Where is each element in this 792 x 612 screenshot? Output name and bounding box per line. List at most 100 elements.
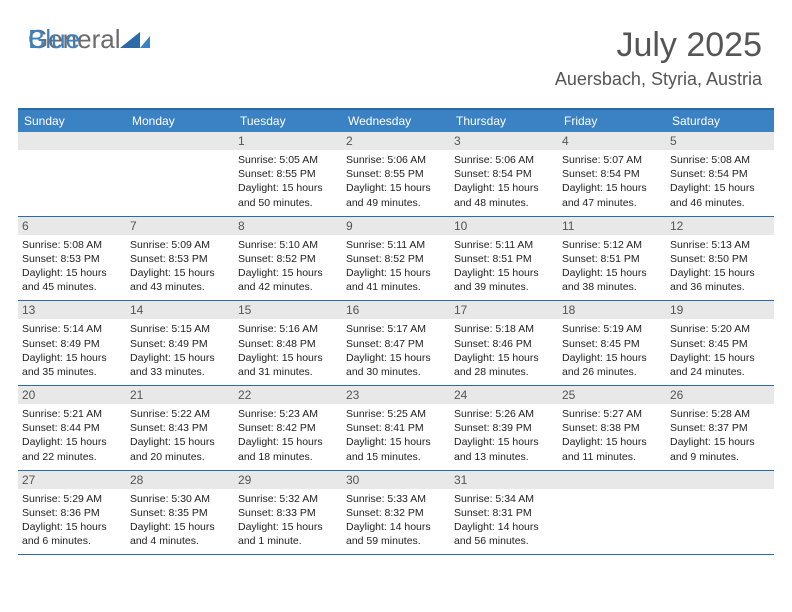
- sunrise-line: Sunrise: 5:28 AM: [670, 407, 770, 421]
- sunrise-line: Sunrise: 5:21 AM: [22, 407, 122, 421]
- sunrise-line: Sunrise: 5:14 AM: [22, 322, 122, 336]
- daylight-line: Daylight: 15 hours and 46 minutes.: [670, 181, 770, 209]
- daylight-line: Daylight: 15 hours and 6 minutes.: [22, 520, 122, 548]
- day-cell: 1Sunrise: 5:05 AMSunset: 8:55 PMDaylight…: [234, 132, 342, 216]
- day-cell: 26 Sunrise: 5:28 AMSunset: 8:37 PMDayligh…: [666, 386, 774, 470]
- day-cell: 4Sunrise: 5:07 AMSunset: 8:54 PMDaylight…: [558, 132, 666, 216]
- sunset-line: Sunset: 8:54 PM: [670, 167, 770, 181]
- sunrise-line: Sunrise: 5:33 AM: [346, 492, 446, 506]
- day-cell: 11Sunrise: 5:12 AMSunset: 8:51 PMDayligh…: [558, 217, 666, 301]
- day-body: Sunrise: 5:33 AMSunset: 8:32 PMDaylight:…: [346, 492, 446, 549]
- sunset-line: Sunset: 8:37 PM: [670, 421, 770, 435]
- daylight-line: Daylight: 15 hours and 50 minutes.: [238, 181, 338, 209]
- day-number: 4: [558, 132, 666, 150]
- day-number: 12: [666, 217, 774, 235]
- sunrise-line: Sunrise: 5:05 AM: [238, 153, 338, 167]
- day-cell: 20Sunrise: 5:21 AMSunset: 8:44 PMDayligh…: [18, 386, 126, 470]
- day-body: Sunrise: 5:12 AMSunset: 8:51 PMDaylight:…: [562, 238, 662, 295]
- sunrise-line: Sunrise: 5:08 AM: [670, 153, 770, 167]
- day-number: 19: [666, 301, 774, 319]
- day-number-empty: [666, 471, 774, 489]
- day-body: Sunrise: 5:23 AMSunset: 8:42 PMDaylight:…: [238, 407, 338, 464]
- daylight-line: Daylight: 15 hours and 1 minute.: [238, 520, 338, 548]
- day-body: Sunrise: 5:08 AMSunset: 8:53 PMDaylight:…: [22, 238, 122, 295]
- day-number-empty: [126, 132, 234, 150]
- day-cell: [126, 132, 234, 216]
- day-body: Sunrise: 5:09 AMSunset: 8:53 PMDaylight:…: [130, 238, 230, 295]
- sunset-line: Sunset: 8:38 PM: [562, 421, 662, 435]
- day-cell: 3Sunrise: 5:06 AMSunset: 8:54 PMDaylight…: [450, 132, 558, 216]
- day-number: 9: [342, 217, 450, 235]
- sunrise-line: Sunrise: 5:17 AM: [346, 322, 446, 336]
- daylight-line: Daylight: 15 hours and 11 minutes.: [562, 435, 662, 463]
- sunset-line: Sunset: 8:51 PM: [562, 252, 662, 266]
- day-body: Sunrise: 5:25 AMSunset: 8:41 PMDaylight:…: [346, 407, 446, 464]
- sunrise-line: Sunrise: 5:26 AM: [454, 407, 554, 421]
- sunrise-line: Sunrise: 5:11 AM: [454, 238, 554, 252]
- day-body: Sunrise: 5:22 AMSunset: 8:43 PMDaylight:…: [130, 407, 230, 464]
- day-number: 26: [666, 386, 774, 404]
- day-cell: 12Sunrise: 5:13 AMSunset: 8:50 PMDayligh…: [666, 217, 774, 301]
- daylight-line: Daylight: 15 hours and 30 minutes.: [346, 351, 446, 379]
- daylight-line: Daylight: 15 hours and 4 minutes.: [130, 520, 230, 548]
- daylight-line: Daylight: 15 hours and 28 minutes.: [454, 351, 554, 379]
- sunset-line: Sunset: 8:39 PM: [454, 421, 554, 435]
- day-number: 17: [450, 301, 558, 319]
- sunset-line: Sunset: 8:47 PM: [346, 337, 446, 351]
- daylight-line: Daylight: 15 hours and 9 minutes.: [670, 435, 770, 463]
- week-row: 27Sunrise: 5:29 AMSunset: 8:36 PMDayligh…: [18, 470, 774, 555]
- sunset-line: Sunset: 8:54 PM: [454, 167, 554, 181]
- day-cell: 24Sunrise: 5:26 AMSunset: 8:39 PMDayligh…: [450, 386, 558, 470]
- calendar-bottom-border: [18, 554, 774, 555]
- day-number: 29: [234, 471, 342, 489]
- sunset-line: Sunset: 8:54 PM: [562, 167, 662, 181]
- daylight-line: Daylight: 15 hours and 45 minutes.: [22, 266, 122, 294]
- daylight-line: Daylight: 15 hours and 35 minutes.: [22, 351, 122, 379]
- daylight-line: Daylight: 15 hours and 36 minutes.: [670, 266, 770, 294]
- sunset-line: Sunset: 8:48 PM: [238, 337, 338, 351]
- day-body: Sunrise: 5:16 AMSunset: 8:48 PMDaylight:…: [238, 322, 338, 379]
- day-body: Sunrise: 5:27 AMSunset: 8:38 PMDaylight:…: [562, 407, 662, 464]
- logo-sail2-icon: [140, 36, 150, 48]
- day-number: 13: [18, 301, 126, 319]
- daylight-line: Daylight: 14 hours and 59 minutes.: [346, 520, 446, 548]
- daylight-line: Daylight: 15 hours and 20 minutes.: [130, 435, 230, 463]
- day-cell: 9Sunrise: 5:11 AMSunset: 8:52 PMDaylight…: [342, 217, 450, 301]
- day-body: Sunrise: 5:10 AMSunset: 8:52 PMDaylight:…: [238, 238, 338, 295]
- day-cell: 21Sunrise: 5:22 AMSunset: 8:43 PMDayligh…: [126, 386, 234, 470]
- sunset-line: Sunset: 8:44 PM: [22, 421, 122, 435]
- day-cell: 13 Sunrise: 5:14 AMSunset: 8:49 PMDayligh…: [18, 301, 126, 385]
- sunset-line: Sunset: 8:55 PM: [238, 167, 338, 181]
- day-body: Sunrise: 5:32 AMSunset: 8:33 PMDaylight:…: [238, 492, 338, 549]
- day-body: Sunrise: 5:11 AMSunset: 8:51 PMDaylight:…: [454, 238, 554, 295]
- sunset-line: Sunset: 8:31 PM: [454, 506, 554, 520]
- day-body: Sunrise: 5:15 AMSunset: 8:49 PMDaylight:…: [130, 322, 230, 379]
- week-row: 13 Sunrise: 5:14 AMSunset: 8:49 PMDayligh…: [18, 300, 774, 385]
- daylight-line: Daylight: 15 hours and 42 minutes.: [238, 266, 338, 294]
- day-number: 30: [342, 471, 450, 489]
- day-number: 6: [18, 217, 126, 235]
- logo-line2: Blue: [28, 24, 80, 55]
- sunrise-line: Sunrise: 5:16 AM: [238, 322, 338, 336]
- day-number: 18: [558, 301, 666, 319]
- day-cell: 14Sunrise: 5:15 AMSunset: 8:49 PMDayligh…: [126, 301, 234, 385]
- sunrise-line: Sunrise: 5:18 AM: [454, 322, 554, 336]
- day-number: 3: [450, 132, 558, 150]
- sunrise-line: Sunrise: 5:25 AM: [346, 407, 446, 421]
- day-number: 28: [126, 471, 234, 489]
- logo-sail-icon: [120, 32, 140, 48]
- day-header-cell: Friday: [558, 110, 666, 132]
- day-body: Sunrise: 5:08 AMSunset: 8:54 PMDaylight:…: [670, 153, 770, 210]
- sunrise-line: Sunrise: 5:10 AM: [238, 238, 338, 252]
- day-cell: 6 Sunrise: 5:08 AMSunset: 8:53 PMDaylight…: [18, 217, 126, 301]
- day-body: Sunrise: 5:14 AMSunset: 8:49 PMDaylight:…: [22, 322, 122, 379]
- day-cell: 7Sunrise: 5:09 AMSunset: 8:53 PMDaylight…: [126, 217, 234, 301]
- sunset-line: Sunset: 8:32 PM: [346, 506, 446, 520]
- sunrise-line: Sunrise: 5:11 AM: [346, 238, 446, 252]
- sunrise-line: Sunrise: 5:12 AM: [562, 238, 662, 252]
- daylight-line: Daylight: 14 hours and 56 minutes.: [454, 520, 554, 548]
- day-cell: [18, 132, 126, 216]
- day-cell: 15Sunrise: 5:16 AMSunset: 8:48 PMDayligh…: [234, 301, 342, 385]
- day-cell: 23Sunrise: 5:25 AMSunset: 8:41 PMDayligh…: [342, 386, 450, 470]
- sunset-line: Sunset: 8:50 PM: [670, 252, 770, 266]
